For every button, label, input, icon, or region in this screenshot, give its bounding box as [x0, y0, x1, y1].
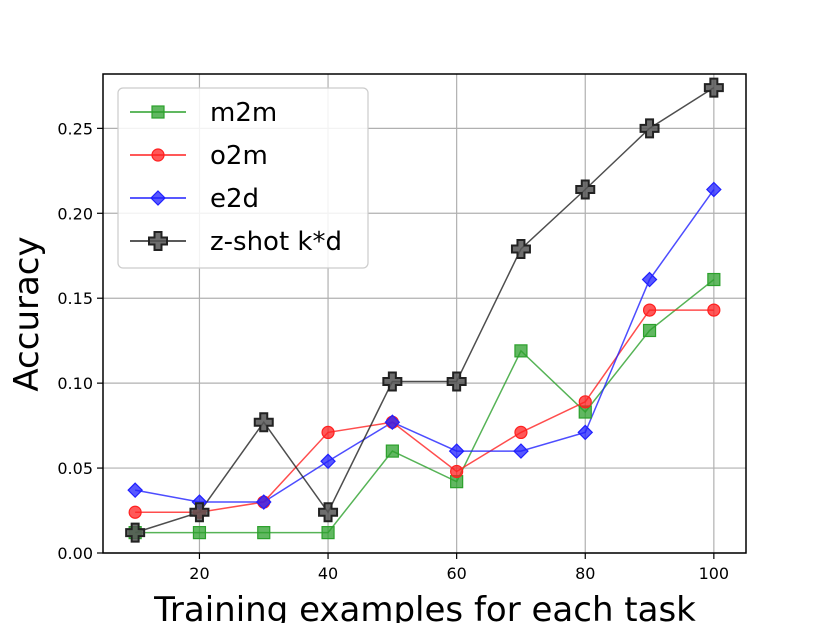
y-tick-label: 0.00: [57, 544, 93, 563]
series-line-plus: [134, 86, 715, 534]
x-tick-label: 60: [446, 564, 466, 583]
series-lines: [134, 86, 715, 534]
data-point-plus: [318, 502, 339, 523]
data-point-square: [707, 272, 721, 287]
data-point-diamond: [384, 414, 401, 431]
y-tick-label: 0.10: [57, 374, 93, 393]
y-tick-label: 0.20: [57, 204, 93, 223]
data-point-square: [514, 344, 528, 358]
legend-label: e2d: [210, 184, 259, 214]
y-tick-label: 0.15: [57, 289, 93, 308]
data-point-diamond: [706, 181, 722, 198]
data-point-plus: [703, 77, 724, 98]
data-point-circle: [707, 303, 721, 317]
data-point-plus: [253, 412, 274, 433]
data-point-diamond: [641, 271, 658, 288]
data-point-circle: [642, 303, 657, 317]
data-point-diamond: [127, 482, 143, 499]
data-point-plus: [125, 522, 146, 543]
x-tick-label: 80: [575, 564, 595, 583]
legend: m2m o2m e2d z-shot k*d: [117, 87, 369, 269]
data-point-plus: [510, 238, 531, 259]
data-point-plus: [639, 118, 660, 139]
legend-label: z-shot k*d: [210, 227, 342, 257]
data-point-diamond: [255, 494, 272, 510]
y-tick-label: 0.25: [57, 119, 93, 138]
legend-box: [117, 87, 369, 269]
x-axis-label: Training examples for each task: [153, 590, 696, 623]
data-point-diamond: [448, 443, 465, 459]
data-point-diamond: [513, 443, 529, 459]
legend-label: m2m: [210, 98, 277, 128]
plot-frame: [102, 73, 747, 554]
data-point-plus: [189, 502, 210, 523]
data-point-plus: [382, 371, 403, 392]
y-axis-label: Accuracy: [7, 236, 47, 391]
series-line-diamond: [135, 189, 715, 503]
data-point-square: [321, 526, 335, 540]
x-tick-label: 40: [318, 564, 338, 583]
legend-marker: [151, 105, 165, 119]
data-point-circle: [321, 425, 335, 440]
data-point-square: [642, 323, 657, 338]
data-point-diamond: [577, 424, 594, 441]
legend-marker: [150, 190, 166, 206]
data-point-circle: [578, 395, 592, 409]
data-point-circle: [450, 464, 464, 479]
legend-label: o2m: [210, 141, 268, 171]
data-point-square: [385, 444, 399, 458]
data-point-plus: [446, 371, 467, 392]
data-point-circle: [514, 425, 528, 440]
series-markers: [125, 77, 724, 543]
legend-marker: [148, 231, 168, 251]
data-point-plus: [575, 179, 596, 200]
y-tick-label: 0.05: [57, 459, 93, 478]
data-point-square: [192, 526, 207, 540]
x-tick-label: 100: [699, 564, 730, 583]
data-point-square: [257, 526, 271, 540]
data-point-circle: [128, 505, 142, 519]
axis-ticks: 20 40 60 80 100 0.00 0.05 0.10 0.15 0.20 0.25: [57, 119, 729, 583]
data-point-diamond: [320, 453, 336, 470]
legend-marker: [151, 148, 165, 162]
series-line-square: [135, 278, 715, 534]
x-tick-label: 20: [189, 564, 209, 583]
